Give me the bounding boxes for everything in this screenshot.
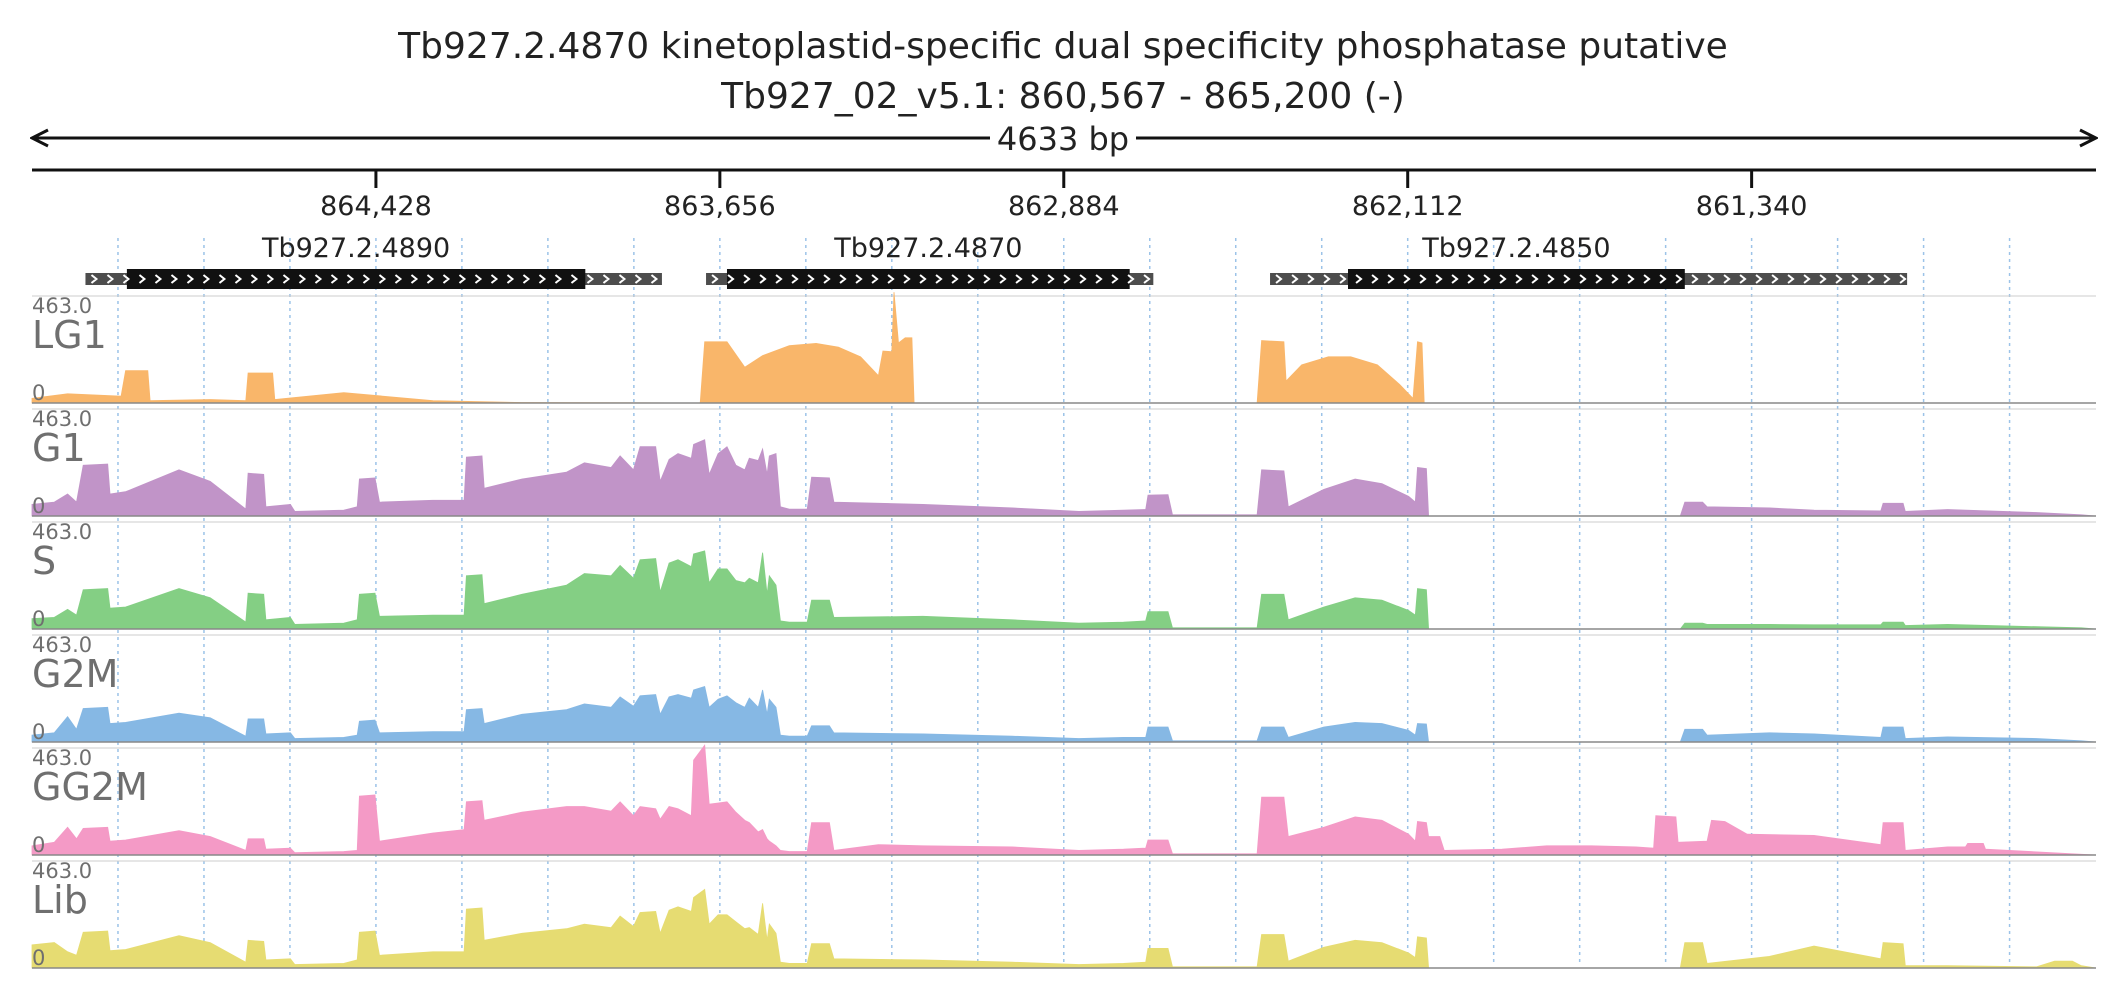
chart-subtitle: Tb927_02_v5.1: 860,567 - 865,200 (-) [720,76,1405,117]
track-name: Lib [32,878,88,922]
track-name: GG2M [32,765,148,809]
track-max-label: 463.0 [32,520,92,544]
gene-cds [726,269,1130,289]
span-indicator: 4633 bp [32,120,2096,158]
x-axis: 864,428 863,656 862,884 862,112 861,340 [32,168,2096,222]
x-tick-label: 863,656 [664,191,776,222]
gene-cds [126,269,586,289]
coverage-tracks: 463.0LG10463.0G10463.0S0463.0G2M0463.0GG… [31,292,2097,970]
track-min-label: 0 [32,946,45,970]
coverage-area [31,685,2097,743]
coverage-area [31,888,2097,969]
gene-label: Tb927.2.4850 [1421,233,1610,264]
track-min-label: 0 [32,720,45,744]
strand-chevrons [711,274,1151,284]
coverage-area [31,439,2097,517]
track-max-label: 463.0 [32,294,92,318]
coverage-area [31,292,2096,404]
chart-title: Tb927.2.4870 kinetoplastid-specific dual… [397,26,1728,67]
strand-chevrons [90,274,659,284]
span-label: 4633 bp [997,120,1129,158]
track-name: LG1 [32,313,107,357]
track-max-label: 463.0 [32,746,92,770]
x-tick-label: 862,112 [1352,191,1464,222]
track-name: S [32,539,56,583]
track-min-label: 0 [32,607,45,631]
track-name: G1 [32,426,86,470]
gene-model: Tb927.2.4850 [1270,233,1908,289]
coverage-track: 463.0S 0 [31,520,2097,631]
track-max-label: 463.0 [32,859,92,883]
x-tick-label: 861,340 [1696,191,1808,222]
gene-model: Tb927.2.4890 [85,233,662,289]
track-min-label: 0 [32,833,45,857]
gene-cds [1348,269,1685,289]
x-tick-label: 864,428 [320,191,432,222]
gene-label: Tb927.2.4870 [833,233,1022,264]
track-name: G2M [32,652,118,696]
track-max-label: 463.0 [32,633,92,657]
gene-models: Tb927.2.4890 Tb927.2.4870 Tb927.2.4850 [85,233,1908,289]
coverage-area [31,550,2097,630]
track-min-label: 0 [32,494,45,518]
gene-label: Tb927.2.4890 [261,233,450,264]
strand-chevrons [1275,274,1907,284]
gene-model: Tb927.2.4870 [706,233,1154,289]
track-max-label: 463.0 [32,407,92,431]
track-min-label: 0 [32,381,45,405]
x-tick-label: 862,884 [1008,191,1120,222]
coverage-area [31,744,2097,856]
coverage-track: 463.0G1 0 [31,407,2097,518]
